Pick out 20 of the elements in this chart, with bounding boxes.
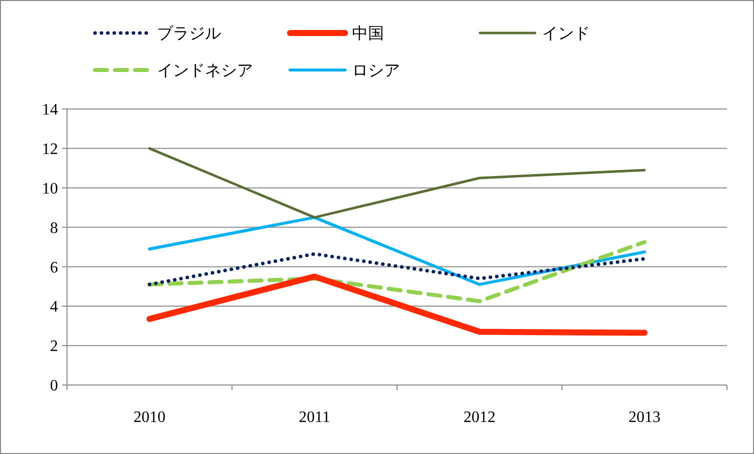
legend-label: インドネシア — [157, 62, 253, 80]
x-tick-label: 2010 — [134, 409, 166, 426]
x-tick-label: 2012 — [464, 409, 496, 426]
legend-label: ロシア — [352, 62, 400, 80]
y-tick-label: 0 — [50, 378, 58, 395]
y-tick-label: 4 — [50, 298, 58, 316]
x-tick-label: 2011 — [298, 409, 330, 426]
legend-label: 中国 — [352, 24, 384, 43]
y-tick-label: 8 — [50, 220, 58, 237]
y-tick-label: 10 — [42, 180, 58, 198]
y-tick-label: 14 — [42, 102, 58, 119]
y-tick-label: 12 — [42, 141, 58, 158]
y-tick-label: 6 — [50, 259, 58, 276]
line-series — [148, 147, 646, 219]
y-tick-label: 2 — [50, 338, 58, 356]
legend-label: ブラジル — [157, 24, 221, 43]
legend-label: インド — [542, 26, 590, 43]
line-series — [148, 252, 646, 286]
x-tick-label: 2013 — [628, 409, 660, 426]
line-series — [148, 240, 646, 304]
